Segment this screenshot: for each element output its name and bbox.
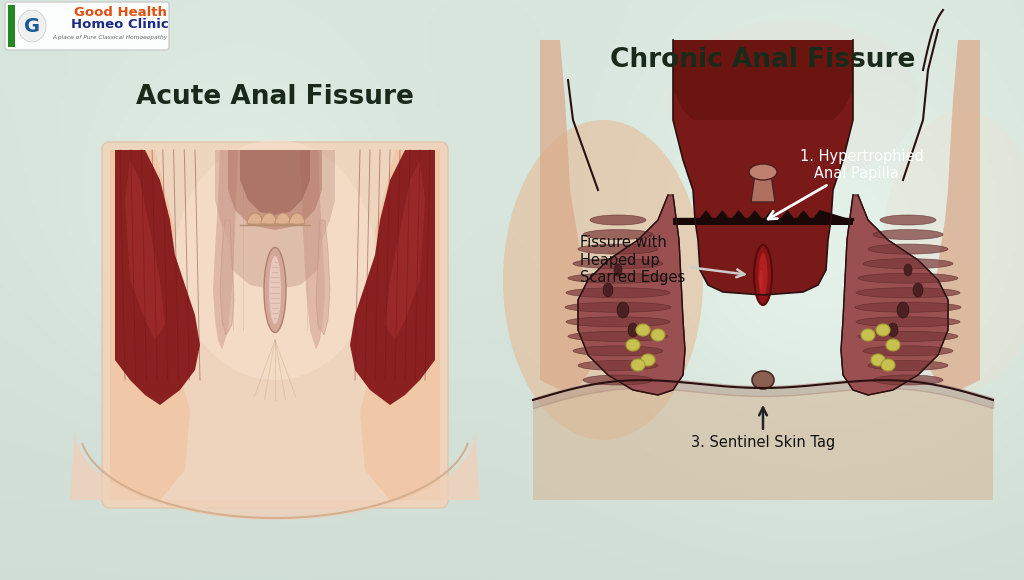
Ellipse shape — [264, 248, 286, 332]
Text: A place of Pure Classical Homoeopathy: A place of Pure Classical Homoeopathy — [52, 34, 168, 39]
Ellipse shape — [603, 283, 613, 297]
Ellipse shape — [175, 140, 375, 380]
Ellipse shape — [754, 245, 772, 305]
Polygon shape — [360, 150, 440, 500]
Text: 3. Sentinel Skin Tag: 3. Sentinel Skin Tag — [691, 408, 836, 450]
Polygon shape — [673, 40, 853, 295]
Ellipse shape — [880, 215, 936, 225]
Ellipse shape — [863, 346, 953, 356]
Text: Acute Anal Fissure: Acute Anal Fissure — [136, 84, 414, 110]
Polygon shape — [247, 213, 263, 225]
Ellipse shape — [565, 302, 671, 312]
Ellipse shape — [628, 323, 638, 337]
Polygon shape — [70, 430, 480, 520]
Ellipse shape — [863, 259, 953, 269]
Ellipse shape — [636, 324, 650, 336]
Polygon shape — [930, 40, 980, 390]
Text: Homeo Clinic: Homeo Clinic — [71, 19, 169, 31]
Ellipse shape — [668, 20, 918, 180]
Polygon shape — [534, 388, 993, 500]
Ellipse shape — [856, 288, 961, 298]
Bar — [8, 5, 15, 47]
Ellipse shape — [749, 164, 777, 180]
Polygon shape — [673, 40, 853, 120]
Ellipse shape — [861, 329, 874, 341]
FancyBboxPatch shape — [102, 142, 449, 508]
Ellipse shape — [578, 244, 658, 254]
Ellipse shape — [913, 283, 923, 297]
Ellipse shape — [573, 259, 663, 269]
Text: Good Health: Good Health — [74, 6, 167, 20]
Ellipse shape — [858, 273, 958, 283]
Polygon shape — [228, 150, 322, 230]
Ellipse shape — [868, 244, 948, 254]
Ellipse shape — [873, 230, 943, 240]
Ellipse shape — [904, 264, 912, 276]
Text: 1. Hypertrophied
   Anal Papilla: 1. Hypertrophied Anal Papilla — [768, 149, 924, 219]
Ellipse shape — [858, 331, 958, 342]
Polygon shape — [115, 150, 200, 405]
Ellipse shape — [871, 354, 885, 366]
Ellipse shape — [759, 253, 768, 297]
Ellipse shape — [583, 375, 653, 385]
Ellipse shape — [568, 331, 668, 342]
Ellipse shape — [641, 354, 655, 366]
Ellipse shape — [888, 323, 898, 337]
Ellipse shape — [868, 360, 948, 371]
FancyBboxPatch shape — [5, 2, 169, 50]
Ellipse shape — [583, 230, 653, 240]
Ellipse shape — [617, 302, 629, 318]
Ellipse shape — [573, 346, 663, 356]
Text: G: G — [24, 16, 40, 35]
Polygon shape — [841, 195, 948, 395]
Ellipse shape — [876, 324, 890, 336]
Polygon shape — [751, 174, 775, 202]
Ellipse shape — [881, 359, 895, 371]
Ellipse shape — [614, 264, 622, 276]
Ellipse shape — [886, 339, 900, 351]
Polygon shape — [110, 150, 190, 500]
Polygon shape — [220, 220, 234, 335]
Polygon shape — [215, 150, 335, 290]
Ellipse shape — [752, 371, 774, 389]
Ellipse shape — [883, 110, 1024, 390]
Ellipse shape — [626, 339, 640, 351]
Polygon shape — [275, 213, 291, 225]
Ellipse shape — [651, 329, 665, 341]
Polygon shape — [578, 195, 685, 395]
Polygon shape — [213, 150, 325, 350]
Ellipse shape — [897, 302, 909, 318]
Ellipse shape — [18, 10, 46, 42]
Ellipse shape — [566, 288, 670, 298]
Ellipse shape — [503, 120, 703, 440]
Polygon shape — [125, 160, 165, 340]
Polygon shape — [350, 150, 435, 405]
Ellipse shape — [856, 317, 961, 327]
Polygon shape — [385, 160, 425, 340]
Polygon shape — [673, 210, 853, 225]
Ellipse shape — [873, 375, 943, 385]
Polygon shape — [289, 213, 305, 225]
Ellipse shape — [590, 215, 646, 225]
Ellipse shape — [568, 273, 668, 283]
Ellipse shape — [566, 317, 670, 327]
Polygon shape — [316, 220, 330, 335]
Polygon shape — [540, 40, 590, 390]
Polygon shape — [240, 150, 310, 215]
Ellipse shape — [759, 270, 763, 290]
Ellipse shape — [631, 359, 645, 371]
Text: Fissure with
Heaped up
Scarred Edges: Fissure with Heaped up Scarred Edges — [580, 235, 744, 285]
Ellipse shape — [269, 256, 281, 324]
Polygon shape — [261, 213, 276, 225]
Text: Chronic Anal Fissure: Chronic Anal Fissure — [610, 47, 915, 73]
Ellipse shape — [578, 360, 658, 371]
Ellipse shape — [855, 302, 961, 312]
